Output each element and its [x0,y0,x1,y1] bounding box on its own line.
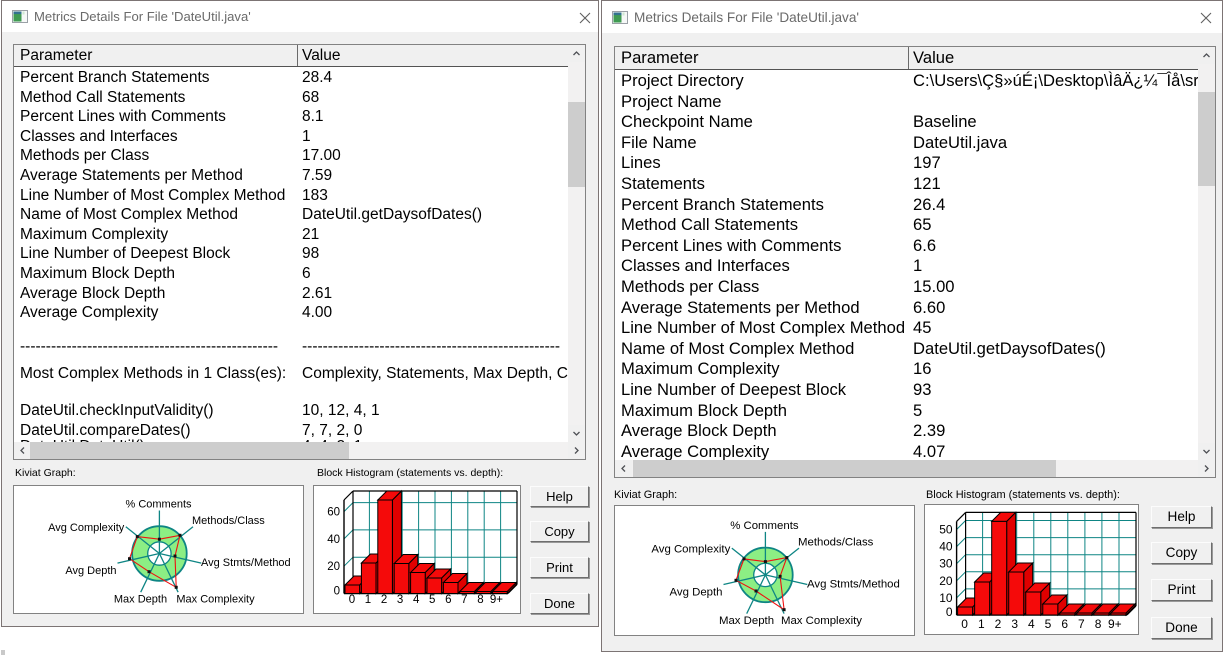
svg-text:0: 0 [961,617,968,631]
svg-text:Max Complexity: Max Complexity [176,594,255,606]
svg-text:1: 1 [365,594,371,606]
svg-text:Max Complexity: Max Complexity [781,615,862,627]
svg-text:5: 5 [1045,617,1052,631]
svg-text:Avg Complexity: Avg Complexity [651,543,730,555]
svg-text:Avg Complexity: Avg Complexity [48,522,125,534]
svg-text:1: 1 [978,617,985,631]
svg-text:Methods/Class: Methods/Class [798,536,874,548]
svg-text:Max Depth: Max Depth [719,615,774,627]
svg-text:30: 30 [939,557,953,571]
svg-text:9+: 9+ [490,594,503,606]
svg-text:0: 0 [946,605,953,619]
svg-text:9+: 9+ [1108,617,1122,631]
svg-text:40: 40 [939,540,953,554]
svg-text:2: 2 [381,594,387,606]
svg-text:5: 5 [429,594,435,606]
svg-text:3: 3 [1011,617,1018,631]
svg-text:Avg Stmts/Method: Avg Stmts/Method [201,557,291,569]
svg-text:20: 20 [327,561,340,573]
svg-text:2: 2 [995,617,1002,631]
svg-text:4: 4 [413,594,420,606]
svg-text:Avg Stmts/Method: Avg Stmts/Method [807,578,900,590]
svg-text:8: 8 [1095,617,1102,631]
svg-text:4: 4 [1028,617,1035,631]
svg-text:6: 6 [1061,617,1068,631]
svg-text:7: 7 [1078,617,1085,631]
svg-text:3: 3 [397,594,403,606]
svg-text:Avg Depth: Avg Depth [670,586,723,598]
svg-text:Avg Depth: Avg Depth [65,565,116,577]
svg-text:% Comments: % Comments [125,499,192,511]
svg-text:0: 0 [349,594,355,606]
svg-text:20: 20 [939,574,953,588]
svg-text:Max Depth: Max Depth [114,594,167,606]
svg-text:10: 10 [939,591,953,605]
svg-text:Methods/Class: Methods/Class [192,515,265,527]
svg-text:% Comments: % Comments [730,520,799,532]
svg-text:60: 60 [327,507,340,519]
svg-text:6: 6 [445,594,451,606]
svg-text:0: 0 [334,586,340,598]
svg-text:50: 50 [939,523,953,537]
svg-text:40: 40 [327,534,340,546]
svg-text:7: 7 [461,594,467,606]
svg-text:8: 8 [477,594,483,606]
